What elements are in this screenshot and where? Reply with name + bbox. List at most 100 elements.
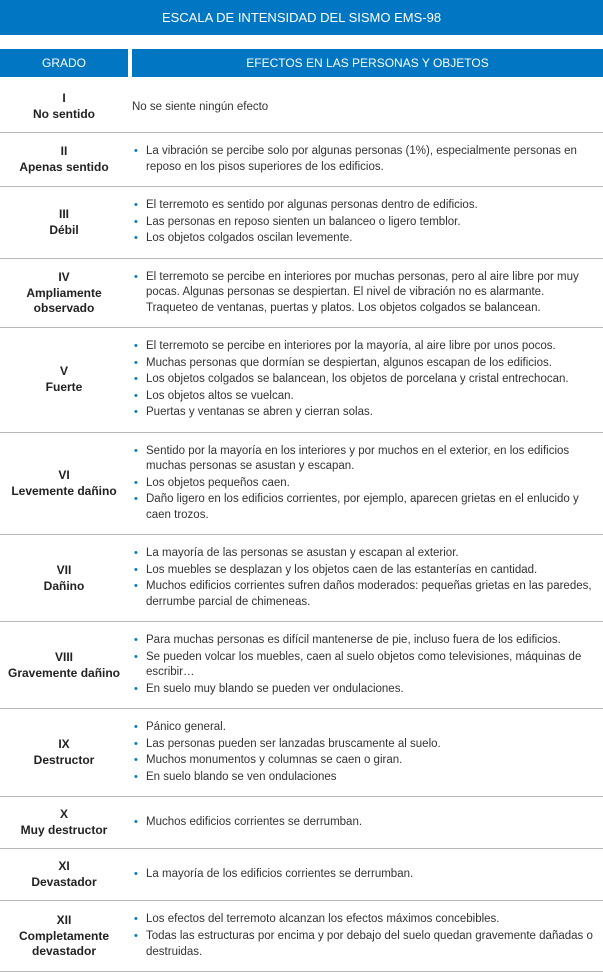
effects-cell: No se siente ningún efecto [128, 101, 603, 113]
grade-roman: XI [6, 859, 122, 873]
table-row: VIII Gravemente dañino Para muchas persona… [0, 622, 603, 709]
grade-roman: V [6, 364, 122, 378]
grade-label: Destructor [6, 753, 122, 768]
grade-cell: II Apenas sentido [0, 144, 128, 175]
effects-list: La mayoría de los edificios corrientes s… [132, 867, 593, 883]
grade-cell: I No sentido [0, 91, 128, 122]
grade-label: Devastador [6, 875, 122, 890]
table-row: IX Destructor Pánico general.Las personas … [0, 709, 603, 797]
effects-list: Los efectos del terremoto alcanzan los e… [132, 912, 593, 960]
effect-item: La mayoría de las personas se asustan y … [132, 546, 593, 562]
effect-item: Muchos monumentos y columnas se caen o g… [132, 753, 593, 769]
effects-cell: La mayoría de las personas se asustan y … [128, 545, 603, 611]
grade-roman: VIII [6, 650, 122, 664]
grade-cell: IV Ampliamente observado [0, 270, 128, 316]
effects-list: Para muchas personas es difícil mantener… [132, 633, 593, 697]
table-row: VILevemente dañinoSentido por la mayoría… [0, 433, 603, 536]
grade-cell: IX Destructor [0, 737, 128, 768]
effect-item: Los objetos pequeños caen. [132, 476, 593, 492]
effects-list: El terremoto se percibe en interiores po… [132, 339, 593, 421]
effect-item: El terremoto es sentido por algunas pers… [132, 198, 593, 214]
grade-label: Ampliamente observado [6, 286, 122, 316]
grade-roman: I [6, 91, 122, 105]
effects-list: Pánico general.Las personas pueden ser l… [132, 720, 593, 785]
header-effects: EFECTOS EN LAS PERSONAS Y OBJETOS [132, 49, 603, 77]
grade-label: Gravemente dañino [6, 666, 122, 681]
effects-list: La mayoría de las personas se asustan y … [132, 546, 593, 610]
effect-item: Los objetos colgados se balancean, los o… [132, 372, 593, 388]
effects-cell: La mayoría de los edificios corrientes s… [128, 866, 603, 884]
grade-roman: IV [6, 270, 122, 284]
grade-cell: III Débil [0, 207, 128, 238]
table-row: XII Completamente devastador Los efectos d… [0, 901, 603, 972]
effect-item: Los objetos altos se vuelcan. [132, 389, 593, 405]
effects-cell: Para muchas personas es difícil mantener… [128, 632, 603, 698]
table-row: X Muy destructor Muchos edificios corrient… [0, 797, 603, 849]
table-row: III Débil El terremoto es sentido por algu… [0, 187, 603, 259]
effects-cell: Muchos edificios corrientes se derrumban… [128, 814, 603, 832]
table-row: II Apenas sentido La vibración se percibe … [0, 133, 603, 187]
effects-cell: Sentido por la mayoría en los interiores… [128, 443, 603, 525]
effect-item: Las personas pueden ser lanzadas bruscam… [132, 737, 593, 753]
effect-item: Muchos edificios corrientes se derrumban… [132, 815, 593, 831]
effects-cell: La vibración se percibe solo por algunas… [128, 143, 603, 176]
table-row: I No sentido No se siente ningún efecto [0, 77, 603, 133]
grade-cell: VILevemente dañino [0, 468, 128, 499]
effect-item: El terremoto se percibe en interiores po… [132, 339, 593, 355]
effect-text: No se siente ningún efecto [132, 101, 593, 113]
table-row: XI Devastador La mayoría de los edificios … [0, 849, 603, 901]
table-body: I No sentido No se siente ningún efecto II A… [0, 77, 603, 972]
effect-item: Para muchas personas es difícil mantener… [132, 633, 593, 649]
grade-label: Muy destructor [6, 823, 122, 838]
header-grade: GRADO [0, 49, 128, 77]
grade-label: Completamente devastador [6, 929, 122, 959]
grade-label: Apenas sentido [6, 160, 122, 175]
table-row: VII Dañino La mayoría de las personas se a… [0, 535, 603, 622]
effect-item: Sentido por la mayoría en los interiores… [132, 444, 593, 475]
effect-item: En suelo blando se ven ondulaciones [132, 770, 593, 786]
grade-roman: X [6, 807, 122, 821]
effects-cell: El terremoto es sentido por algunas pers… [128, 197, 603, 248]
effect-item: Daño ligero en los edificios corrientes,… [132, 492, 593, 523]
effect-item: Los muebles se desplazan y los objetos c… [132, 563, 593, 579]
grade-cell: VIII Gravemente dañino [0, 650, 128, 681]
effect-item: Pánico general. [132, 720, 593, 736]
grade-cell: V Fuerte [0, 364, 128, 395]
grade-label: Dañino [6, 579, 122, 594]
effects-cell: Los efectos del terremoto alcanzan los e… [128, 911, 603, 961]
table-row: V Fuerte El terremoto se percibe en interi… [0, 328, 603, 433]
grade-label: No sentido [6, 107, 122, 122]
effect-item: Muchas personas que dormían se despierta… [132, 356, 593, 372]
effect-item: Se pueden volcar los muebles, caen al su… [132, 650, 593, 681]
effect-item: En suelo muy blando se pueden ver ondula… [132, 682, 593, 698]
effect-item: La mayoría de los edificios corrientes s… [132, 867, 593, 883]
grade-roman: IX [6, 737, 122, 751]
effect-item: La vibración se percibe solo por algunas… [132, 144, 593, 175]
grade-roman: XII [6, 913, 122, 927]
effect-item: El terremoto se percibe en interiores po… [132, 270, 593, 317]
effects-list: Muchos edificios corrientes se derrumban… [132, 815, 593, 831]
effects-list: La vibración se percibe solo por algunas… [132, 144, 593, 175]
effect-item: Los efectos del terremoto alcanzan los e… [132, 912, 593, 928]
grade-roman: II [6, 144, 122, 158]
effects-cell: El terremoto se percibe en interiores po… [128, 338, 603, 422]
grade-label: Levemente dañino [6, 484, 122, 499]
effects-list: Sentido por la mayoría en los interiores… [132, 444, 593, 524]
table-header-row: GRADO EFECTOS EN LAS PERSONAS Y OBJETOS [0, 49, 603, 77]
effect-item: Las personas en reposo sienten un balanc… [132, 215, 593, 231]
grade-roman: VII [6, 563, 122, 577]
grade-label: Débil [6, 223, 122, 238]
grade-cell: VII Dañino [0, 563, 128, 594]
grade-label: Fuerte [6, 380, 122, 395]
effect-item: Muchos edificios corrientes sufren daños… [132, 579, 593, 610]
table-title: ESCALA DE INTENSIDAD DEL SISMO EMS-98 [0, 0, 603, 35]
effect-item: Todas las estructuras por encima y por d… [132, 929, 593, 960]
table-row: IV Ampliamente observado El terremoto se p… [0, 259, 603, 329]
grade-roman: III [6, 207, 122, 221]
effects-list: El terremoto se percibe en interiores po… [132, 270, 593, 317]
grade-cell: XI Devastador [0, 859, 128, 890]
effects-cell: Pánico general.Las personas pueden ser l… [128, 719, 603, 786]
effect-item: Los objetos colgados oscilan levemente. [132, 231, 593, 247]
effects-cell: El terremoto se percibe en interiores po… [128, 269, 603, 318]
grade-cell: XII Completamente devastador [0, 913, 128, 959]
